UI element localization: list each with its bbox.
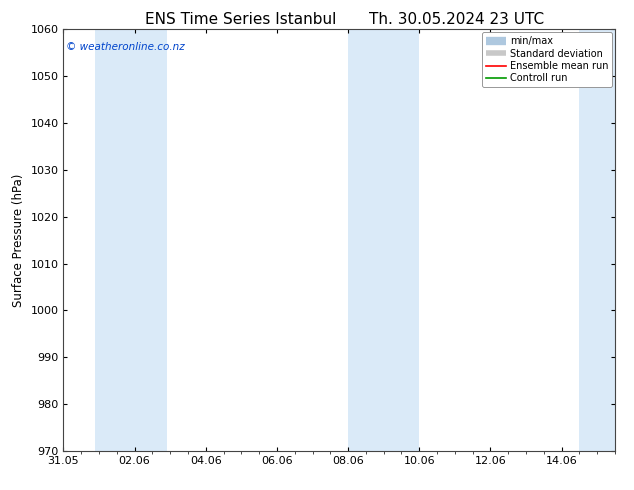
Legend: min/max, Standard deviation, Ensemble mean run, Controll run: min/max, Standard deviation, Ensemble me… xyxy=(482,32,612,87)
Bar xyxy=(96,29,167,451)
Text: ENS Time Series Istanbul: ENS Time Series Istanbul xyxy=(145,12,337,27)
Bar xyxy=(348,29,419,451)
Y-axis label: Surface Pressure (hPa): Surface Pressure (hPa) xyxy=(12,173,25,307)
Bar xyxy=(579,29,615,451)
Text: © weatheronline.co.nz: © weatheronline.co.nz xyxy=(66,42,185,52)
Text: Th. 30.05.2024 23 UTC: Th. 30.05.2024 23 UTC xyxy=(369,12,544,27)
